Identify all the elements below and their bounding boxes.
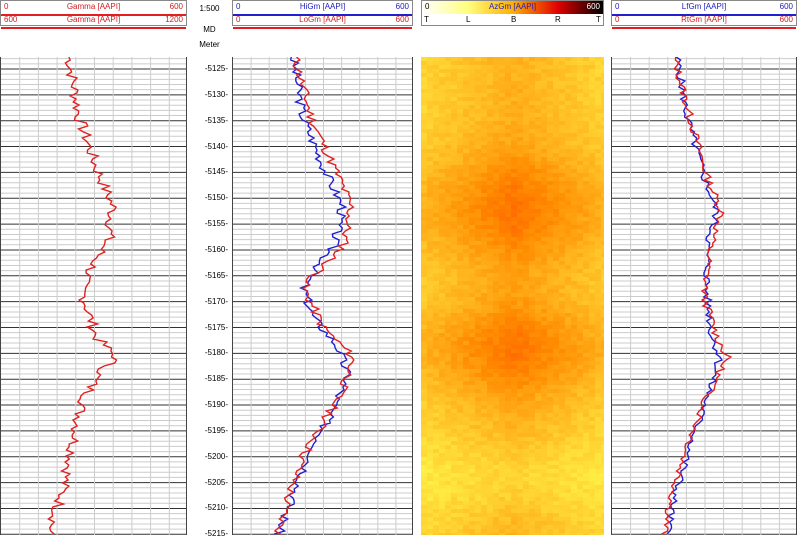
scale-min: 0 (425, 2, 430, 11)
depth-label: -5215- (204, 529, 228, 538)
curve-name: Gamma [AAPI] (66, 2, 121, 11)
depth-label: -5200- (204, 451, 228, 461)
azimuth-label: B (511, 15, 517, 24)
azimuthal-gamma-image (421, 57, 604, 535)
curve-name: HiGm [AAPI] (299, 2, 346, 11)
track3-header[interactable]: 0 AzGm [AAPI] 600 T L B R T (421, 0, 604, 26)
track3-azimuth-labels: T L B R T (422, 14, 603, 27)
lfgm-curve (666, 57, 723, 535)
depth-label: -5175- (204, 322, 228, 332)
track3-azimuthal-image[interactable] (421, 57, 604, 535)
depth-label: -5165- (204, 270, 228, 280)
track2-plot (233, 57, 412, 535)
depth-label: -5145- (204, 167, 228, 177)
scale-min: 600 (4, 15, 18, 24)
curve-name: RtGm [AAPI] (681, 15, 727, 24)
track2-hilo-panel[interactable] (232, 57, 413, 535)
depth-label: -5125- (204, 64, 228, 73)
depth-label: -5135- (204, 115, 228, 125)
track1-curve2-header: 600 Gamma [AAPI] 1200 (1, 14, 186, 29)
track4-curve1-header: 0 LfGm [AAPI] 600 (612, 1, 796, 16)
higm-curve (273, 57, 352, 535)
scale-max: 600 (586, 2, 600, 11)
depth-label: -5140- (204, 141, 228, 151)
depth-label: -5170- (204, 296, 228, 306)
scale-max: 1200 (165, 15, 183, 24)
scale-min: 0 (236, 15, 241, 24)
rtgm-curve (661, 57, 733, 535)
depth-column: 1:500 MD Meter -5125- -5130- -5135- -5140- -… (187, 0, 232, 538)
depth-label: -5190- (204, 400, 228, 410)
track2-curve1-header: 0 HiGm [AAPI] 600 (233, 1, 412, 16)
depth-label: -5180- (204, 348, 228, 358)
scale-min: 0 (4, 2, 9, 11)
logm-curve (273, 57, 355, 535)
depth-label: -5160- (204, 244, 228, 254)
depth-type: MD (203, 25, 216, 34)
curve-name: LfGm [AAPI] (681, 2, 727, 11)
curve-name: AzGm [AAPI] (488, 2, 537, 11)
track4-leftright-panel[interactable] (611, 57, 797, 535)
track1-curve1-header: 0 Gamma [AAPI] 600 (1, 1, 186, 16)
azimuth-label: R (555, 15, 561, 24)
track4-plot (612, 57, 796, 535)
track2-curve2-header: 0 LoGm [AAPI] 600 (233, 14, 412, 29)
depth-label: -5205- (204, 477, 228, 487)
azimuth-label: L (466, 15, 471, 24)
scale-min: 0 (615, 15, 620, 24)
curve-name: Gamma [AAPI] (66, 15, 121, 24)
depth-label: -5185- (204, 374, 228, 384)
scale-max: 600 (395, 2, 409, 11)
depth-scale: 1:500 (199, 4, 220, 13)
scale-min: 0 (236, 2, 241, 11)
azimuth-label: T (424, 15, 429, 24)
track4-curve2-header: 0 RtGm [AAPI] 600 (612, 14, 796, 29)
track3-colorbar: 0 AzGm [AAPI] 600 (422, 1, 603, 14)
curve-name: LoGm [AAPI] (299, 15, 346, 24)
scale-max: 600 (779, 15, 793, 24)
scale-max: 600 (395, 15, 409, 24)
scale-max: 600 (169, 2, 183, 11)
track4-header[interactable]: 0 LfGm [AAPI] 600 0 RtGm [AAPI] 600 (611, 0, 797, 29)
depth-label: -5130- (204, 89, 228, 99)
depth-label: -5210- (204, 503, 228, 513)
scale-max: 600 (779, 2, 793, 11)
scale-min: 0 (615, 2, 620, 11)
track1-gamma-panel[interactable] (0, 57, 187, 535)
depth-label: -5195- (204, 425, 228, 435)
depth-label: -5155- (204, 219, 228, 229)
azimuth-label: T (596, 15, 601, 24)
depth-label: -5150- (204, 193, 228, 203)
depth-unit: Meter (199, 40, 220, 49)
track1-header[interactable]: 0 Gamma [AAPI] 600 600 Gamma [AAPI] 1200 (0, 0, 187, 29)
track1-plot (1, 57, 186, 535)
track2-header[interactable]: 0 HiGm [AAPI] 600 0 LoGm [AAPI] 600 (232, 0, 413, 29)
gamma-curve (47, 57, 118, 535)
